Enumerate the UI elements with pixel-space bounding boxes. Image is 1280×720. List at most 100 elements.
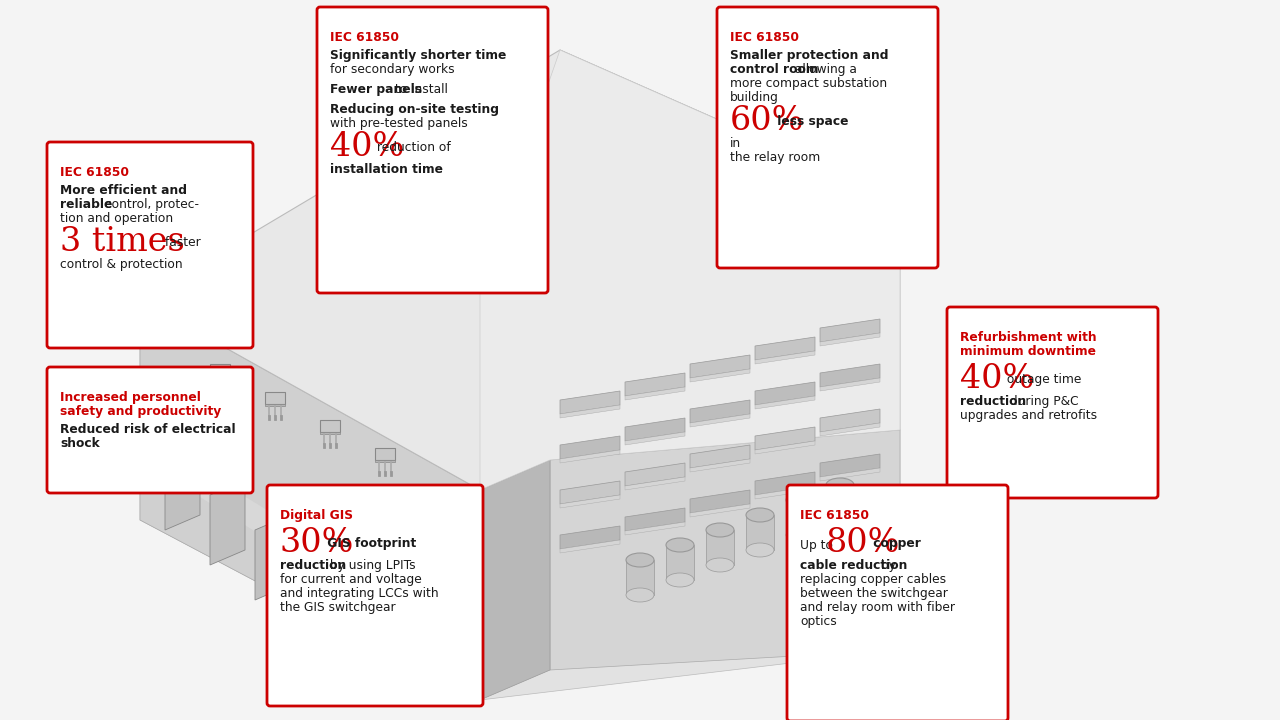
Ellipse shape	[666, 538, 694, 552]
Text: by using LPITs: by using LPITs	[326, 559, 416, 572]
Text: More efficient and: More efficient and	[60, 184, 187, 197]
Polygon shape	[625, 373, 685, 396]
Polygon shape	[690, 400, 750, 423]
Polygon shape	[690, 504, 750, 517]
Text: 40%: 40%	[960, 363, 1034, 395]
Ellipse shape	[826, 513, 854, 527]
Polygon shape	[625, 387, 685, 400]
Polygon shape	[561, 450, 620, 463]
Text: Smaller protection and: Smaller protection and	[730, 49, 888, 62]
Text: reduction of: reduction of	[374, 141, 451, 154]
FancyBboxPatch shape	[947, 307, 1158, 498]
Polygon shape	[625, 432, 685, 445]
Polygon shape	[320, 420, 339, 433]
Polygon shape	[480, 50, 900, 490]
Bar	[786, 500, 814, 535]
Text: 3 times: 3 times	[60, 226, 184, 258]
Polygon shape	[625, 522, 685, 535]
Polygon shape	[165, 460, 480, 660]
Polygon shape	[346, 585, 380, 670]
Text: upgrades and retrofits: upgrades and retrofits	[960, 409, 1097, 422]
Polygon shape	[561, 436, 620, 459]
FancyBboxPatch shape	[717, 7, 938, 268]
Text: more compact substation: more compact substation	[730, 77, 887, 90]
Text: GIS footprint: GIS footprint	[323, 537, 416, 550]
Polygon shape	[550, 430, 900, 670]
Polygon shape	[561, 481, 620, 504]
Polygon shape	[561, 495, 620, 508]
Text: Reduced risk of electrical: Reduced risk of electrical	[60, 423, 236, 436]
Polygon shape	[300, 550, 335, 635]
Text: cable reduction: cable reduction	[800, 559, 908, 572]
Text: 30%: 30%	[280, 527, 355, 559]
Text: allowing a: allowing a	[791, 63, 858, 76]
Text: reliable: reliable	[60, 198, 113, 211]
Polygon shape	[820, 409, 881, 432]
Polygon shape	[755, 486, 815, 499]
Polygon shape	[690, 445, 750, 468]
Text: minimum downtime: minimum downtime	[960, 345, 1096, 358]
Polygon shape	[755, 337, 815, 360]
Polygon shape	[625, 477, 685, 490]
Polygon shape	[820, 333, 881, 346]
Polygon shape	[755, 382, 815, 405]
Text: Significantly shorter time: Significantly shorter time	[330, 49, 507, 62]
Text: building: building	[730, 91, 778, 104]
Ellipse shape	[746, 543, 774, 557]
Polygon shape	[561, 526, 620, 549]
Text: outage time: outage time	[1004, 373, 1082, 386]
Ellipse shape	[666, 573, 694, 587]
Text: Up to: Up to	[800, 539, 833, 552]
Text: Fewer panels: Fewer panels	[330, 83, 422, 96]
Text: to install: to install	[392, 83, 448, 96]
Text: shock: shock	[60, 437, 100, 450]
Text: IEC 61850: IEC 61850	[730, 31, 799, 44]
Polygon shape	[820, 423, 881, 436]
Polygon shape	[820, 319, 881, 342]
Bar	[826, 485, 854, 520]
Bar	[707, 530, 733, 565]
Polygon shape	[375, 448, 394, 460]
Text: between the switchgear: between the switchgear	[800, 587, 948, 600]
Polygon shape	[140, 300, 480, 700]
Polygon shape	[561, 540, 620, 553]
Bar	[626, 560, 654, 595]
Text: by: by	[877, 559, 896, 572]
Text: for current and voltage: for current and voltage	[280, 573, 421, 586]
Polygon shape	[140, 280, 900, 700]
Polygon shape	[255, 515, 291, 600]
Polygon shape	[625, 508, 685, 531]
Text: Digital GIS: Digital GIS	[280, 509, 353, 522]
Text: 40%: 40%	[330, 131, 404, 163]
Ellipse shape	[626, 588, 654, 602]
Text: 80%: 80%	[826, 527, 900, 559]
Polygon shape	[820, 454, 881, 477]
Bar	[746, 515, 774, 550]
Bar	[666, 545, 694, 580]
Polygon shape	[265, 405, 285, 406]
Polygon shape	[210, 377, 230, 378]
Text: and integrating LCCs with: and integrating LCCs with	[280, 587, 439, 600]
Text: control & protection: control & protection	[60, 258, 183, 271]
Polygon shape	[210, 364, 229, 377]
Ellipse shape	[826, 478, 854, 492]
Polygon shape	[820, 468, 881, 481]
Ellipse shape	[746, 508, 774, 522]
Text: Reducing on-site testing: Reducing on-site testing	[330, 103, 499, 116]
Text: less space: less space	[773, 115, 849, 128]
Text: copper: copper	[869, 537, 920, 550]
Polygon shape	[320, 433, 340, 434]
Text: for secondary works: for secondary works	[330, 63, 454, 76]
Text: Increased personnel: Increased personnel	[60, 391, 201, 404]
Polygon shape	[690, 459, 750, 472]
Polygon shape	[165, 445, 200, 530]
Text: IEC 61850: IEC 61850	[800, 509, 869, 522]
FancyBboxPatch shape	[47, 367, 253, 493]
Text: reduction: reduction	[960, 395, 1027, 408]
FancyBboxPatch shape	[787, 485, 1009, 720]
Text: replacing copper cables: replacing copper cables	[800, 573, 946, 586]
Polygon shape	[820, 378, 881, 391]
Ellipse shape	[626, 553, 654, 567]
Text: IEC 61850: IEC 61850	[60, 166, 129, 179]
Polygon shape	[690, 414, 750, 427]
